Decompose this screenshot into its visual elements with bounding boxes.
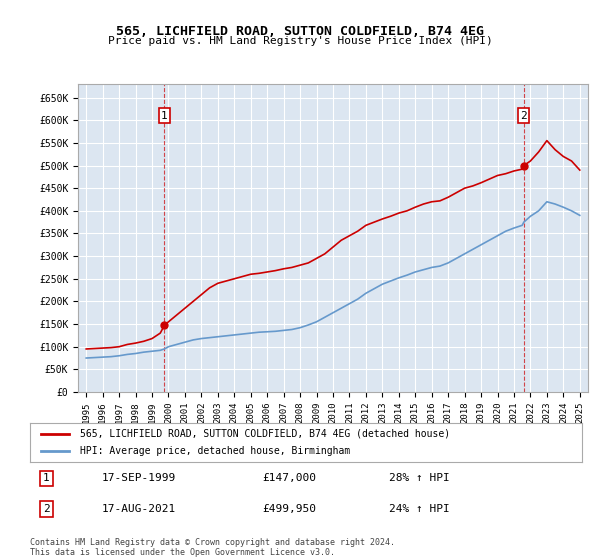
Text: HPI: Average price, detached house, Birmingham: HPI: Average price, detached house, Birm… — [80, 446, 350, 456]
Text: Price paid vs. HM Land Registry's House Price Index (HPI): Price paid vs. HM Land Registry's House … — [107, 36, 493, 46]
Text: 1: 1 — [43, 473, 50, 483]
Text: £499,950: £499,950 — [262, 504, 316, 514]
Text: 24% ↑ HPI: 24% ↑ HPI — [389, 504, 449, 514]
Text: 565, LICHFIELD ROAD, SUTTON COLDFIELD, B74 4EG: 565, LICHFIELD ROAD, SUTTON COLDFIELD, B… — [116, 25, 484, 38]
Text: 2: 2 — [520, 111, 527, 121]
Text: 565, LICHFIELD ROAD, SUTTON COLDFIELD, B74 4EG (detached house): 565, LICHFIELD ROAD, SUTTON COLDFIELD, B… — [80, 429, 450, 439]
Text: 17-SEP-1999: 17-SEP-1999 — [102, 473, 176, 483]
Text: £147,000: £147,000 — [262, 473, 316, 483]
Text: 2: 2 — [43, 504, 50, 514]
Text: 17-AUG-2021: 17-AUG-2021 — [102, 504, 176, 514]
Text: 1: 1 — [161, 111, 168, 121]
Text: Contains HM Land Registry data © Crown copyright and database right 2024.
This d: Contains HM Land Registry data © Crown c… — [30, 538, 395, 557]
Text: 28% ↑ HPI: 28% ↑ HPI — [389, 473, 449, 483]
